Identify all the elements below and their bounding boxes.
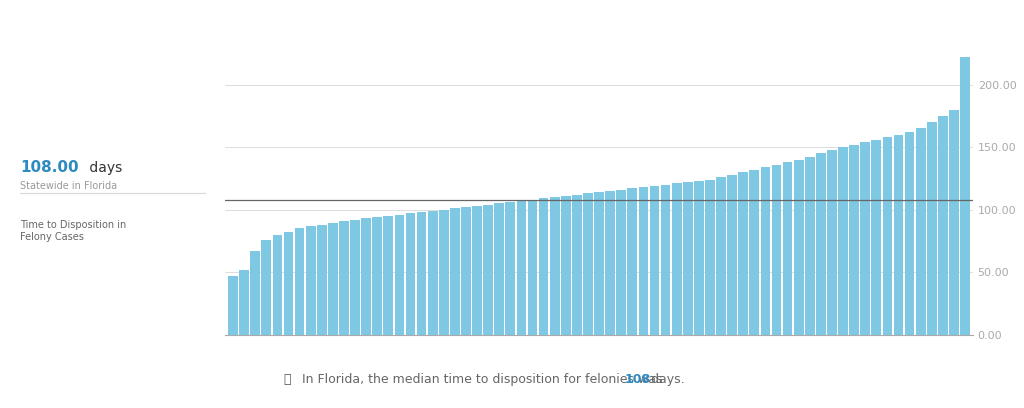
Bar (683, 182, 692, 335)
Bar (583, 193, 593, 335)
Bar (860, 142, 870, 335)
Bar (516, 201, 526, 335)
Text: Time to Disposition in
Felony Cases: Time to Disposition in Felony Cases (20, 220, 127, 242)
Bar (261, 239, 271, 335)
Bar (594, 192, 604, 335)
Bar (350, 220, 359, 335)
Bar (373, 217, 382, 335)
Bar (228, 276, 238, 335)
Bar (761, 167, 770, 335)
Bar (827, 150, 837, 335)
Bar (539, 198, 549, 335)
Bar (706, 180, 715, 335)
Bar (849, 144, 859, 335)
Bar (250, 251, 260, 335)
Bar (506, 202, 515, 335)
Bar (550, 197, 559, 335)
Bar (306, 226, 315, 335)
Bar (639, 187, 648, 335)
Bar (339, 221, 349, 335)
Bar (915, 128, 926, 335)
Bar (694, 181, 703, 335)
Bar (750, 170, 759, 335)
Bar (361, 218, 371, 335)
Text: 108.00: 108.00 (20, 160, 79, 175)
Bar (660, 184, 671, 335)
Bar (295, 228, 304, 335)
Bar (738, 172, 749, 335)
Bar (883, 137, 892, 335)
Bar (616, 190, 626, 335)
Bar (240, 270, 249, 335)
Bar (649, 186, 659, 335)
Bar (284, 232, 294, 335)
Bar (417, 212, 426, 335)
Bar (483, 204, 493, 335)
Bar (727, 175, 737, 335)
Bar (772, 164, 781, 335)
Bar (961, 57, 970, 335)
Bar (428, 211, 437, 335)
Bar (495, 203, 504, 335)
Bar (605, 191, 615, 335)
Bar (316, 224, 327, 335)
Bar (628, 188, 637, 335)
Bar (894, 135, 903, 335)
Bar (439, 210, 449, 335)
Bar (272, 235, 283, 335)
Text: 📍: 📍 (283, 373, 291, 386)
Bar (805, 157, 815, 335)
Text: 108: 108 (625, 373, 651, 386)
Bar (572, 195, 582, 335)
Bar (816, 153, 825, 335)
Text: days: days (85, 161, 122, 175)
Bar (782, 162, 793, 335)
Bar (472, 206, 482, 335)
Bar (527, 200, 538, 335)
Bar (938, 116, 948, 335)
Bar (794, 160, 804, 335)
Bar (949, 110, 958, 335)
Bar (927, 122, 937, 335)
Bar (383, 216, 393, 335)
Bar (871, 140, 882, 335)
Bar (561, 196, 570, 335)
Bar (839, 147, 848, 335)
Bar (328, 223, 338, 335)
Bar (450, 208, 460, 335)
Text: days.: days. (647, 373, 685, 386)
Bar (394, 215, 404, 335)
Bar (904, 132, 914, 335)
Bar (716, 177, 726, 335)
Bar (406, 213, 416, 335)
Text: Statewide in Florida: Statewide in Florida (20, 182, 118, 191)
Bar (672, 183, 682, 335)
Bar (461, 207, 471, 335)
Text: In Florida, the median time to disposition for felonies was: In Florida, the median time to dispositi… (302, 373, 667, 386)
